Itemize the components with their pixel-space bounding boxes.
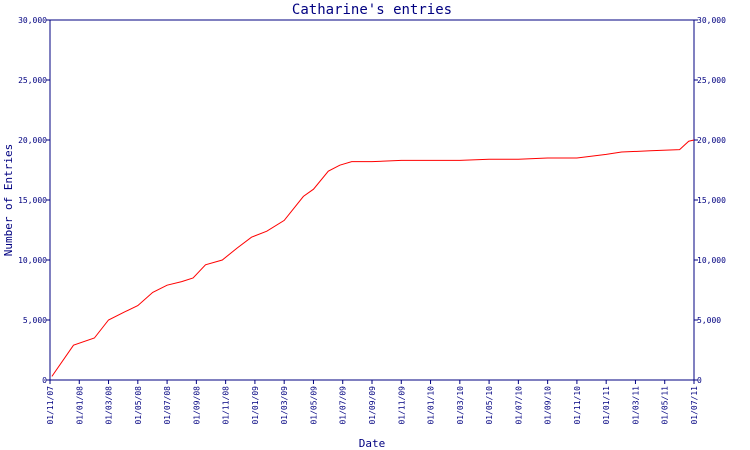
y-tick-label-left: 0 [42,376,47,385]
x-tick-label: 01/05/10 [485,386,494,425]
plot-frame [49,19,695,381]
y-axis-label: Number of Entries [2,144,15,257]
x-tick-label: 01/11/09 [397,386,406,425]
x-tick-label: 01/01/09 [251,386,260,425]
y-tick-label-right: 0 [697,376,702,385]
x-tick-label: 01/09/10 [544,386,553,425]
y-axis-right: 0 5,000 10,000 15,000 20,000 25,000 30,000 [694,16,726,385]
y-tick-label-left: 5,000 [23,316,47,325]
x-tick-label: 01/07/09 [339,386,348,425]
x-tick-label: 01/03/09 [280,386,289,425]
x-tick-label: 01/11/10 [573,386,582,425]
x-tick-label: 01/03/11 [631,386,640,425]
x-tick-label: 01/05/08 [134,386,143,425]
y-tick-label-left: 15,000 [18,196,47,205]
y-tick-label-left: 30,000 [18,16,47,25]
x-axis-label: Date [359,437,386,450]
x-tick-label: 01/09/08 [192,386,201,425]
y-tick-label-left: 10,000 [18,256,47,265]
x-tick-label: 01/01/11 [602,386,611,425]
x-tick-label: 01/09/09 [368,386,377,425]
y-axis-left: 0 5,000 10,000 15,000 20,000 25,000 30,000 [18,16,50,385]
x-tick-label: 01/03/08 [105,386,114,425]
x-tick-label: 01/05/09 [309,386,318,425]
y-tick-label-right: 25,000 [697,76,726,85]
x-tick-label: 01/03/10 [456,386,465,425]
y-tick-label-right: 5,000 [697,316,721,325]
x-axis: 01/11/07 01/01/08 01/03/08 01/05/08 01/07/08… [46,380,699,425]
y-tick-label-left: 20,000 [18,136,47,145]
y-tick-label-right: 30,000 [697,16,726,25]
x-tick-label: 01/01/10 [427,386,436,425]
x-tick-label: 01/07/10 [514,386,523,425]
x-tick-label: 01/11/07 [46,386,55,425]
y-tick-label-right: 10,000 [697,256,726,265]
y-tick-label-right: 15,000 [697,196,726,205]
x-tick-label: 01/07/08 [163,386,172,425]
chart-title: Catharine's entries [292,2,452,18]
x-tick-label: 01/11/08 [222,386,231,425]
x-tick-label: 01/01/08 [75,386,84,425]
x-tick-label: 01/07/11 [690,386,699,425]
y-tick-label-left: 25,000 [18,76,47,85]
series-layer [51,139,695,377]
series-line-0 [51,139,695,377]
y-tick-label-right: 20,000 [697,136,726,145]
x-tick-label: 01/05/11 [661,386,670,425]
